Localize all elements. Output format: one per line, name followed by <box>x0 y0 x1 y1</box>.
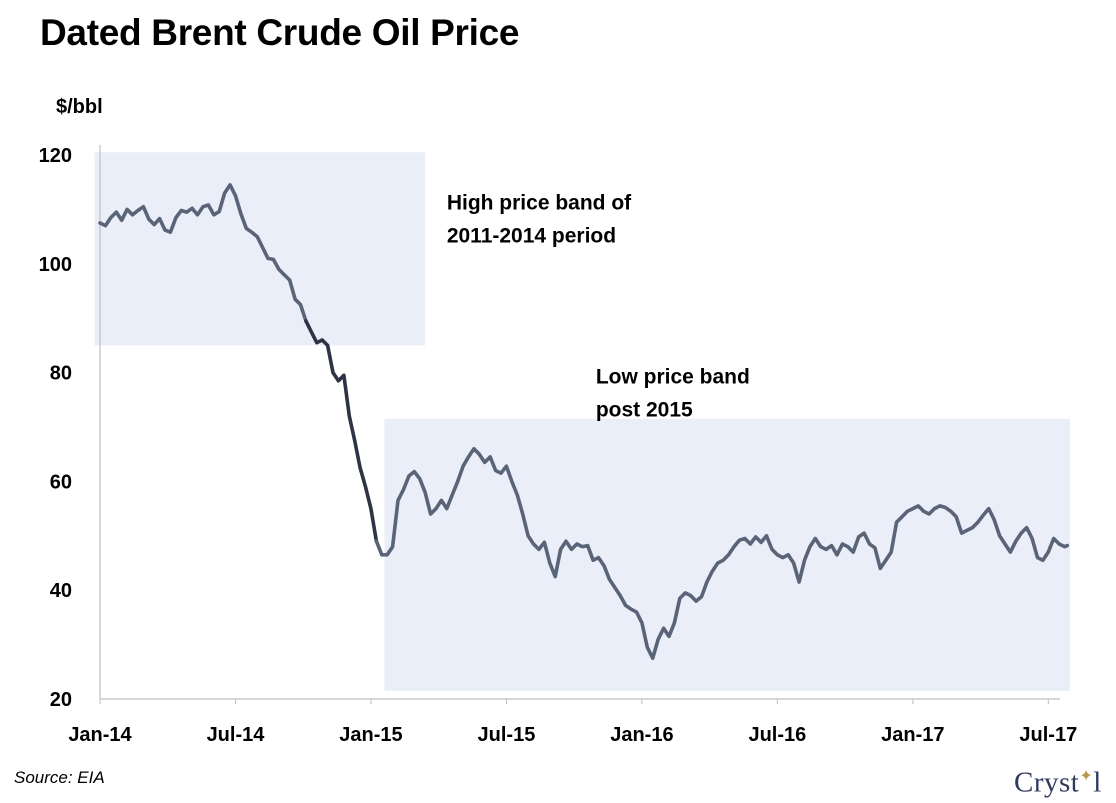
price-series <box>98 183 1070 660</box>
x-tick-label: Jan-16 <box>610 724 673 746</box>
y-axis-unit-label: $/bbl <box>56 96 103 118</box>
source-note: Source: EIA <box>14 768 105 787</box>
y-tick-label: 120 <box>39 145 72 167</box>
x-tick-label: Jan-15 <box>339 724 402 746</box>
annotation-text-2: post 2015 <box>596 398 693 421</box>
x-tick-label: Jul-16 <box>748 724 806 746</box>
x-tick-label: Jul-17 <box>1019 724 1077 746</box>
axes: 20 40 60 80 100 120 Jan-14 Jul-14 Jan-15 Jul-15 Ja… <box>39 145 1077 746</box>
x-tick-label: Jul-15 <box>478 724 536 746</box>
logo-text-end: l <box>1093 766 1102 799</box>
price-line-segment <box>98 183 308 323</box>
chart-title: Dated Brent Crude Oil Price <box>40 12 520 53</box>
logo-text-start: Cryst <box>1014 766 1080 799</box>
y-tick-label: 60 <box>50 471 72 493</box>
annotation-text-1: High price band of <box>447 191 632 214</box>
annotations: High price band of 2011-2014 period Low pr… <box>447 191 750 421</box>
logo-star-icon: ✦ <box>1079 768 1094 785</box>
price-line-decline-segment <box>304 319 379 543</box>
y-tick-label: 80 <box>50 363 72 385</box>
price-band-1 <box>94 152 426 346</box>
y-tick-label: 40 <box>50 580 72 602</box>
crystol-logo: Cryst✦l <box>1014 766 1102 800</box>
x-tick-label: Jan-17 <box>881 724 944 746</box>
y-tick-label: 100 <box>39 254 72 276</box>
x-tick-label: Jul-14 <box>207 724 266 746</box>
x-tick-label: Jan-14 <box>68 724 132 746</box>
annotation-text-2: Low price band <box>596 365 750 388</box>
y-tick-label: 20 <box>50 689 72 711</box>
annotation-text-1: 2011-2014 period <box>447 224 616 247</box>
price-line-segment <box>374 447 1070 660</box>
